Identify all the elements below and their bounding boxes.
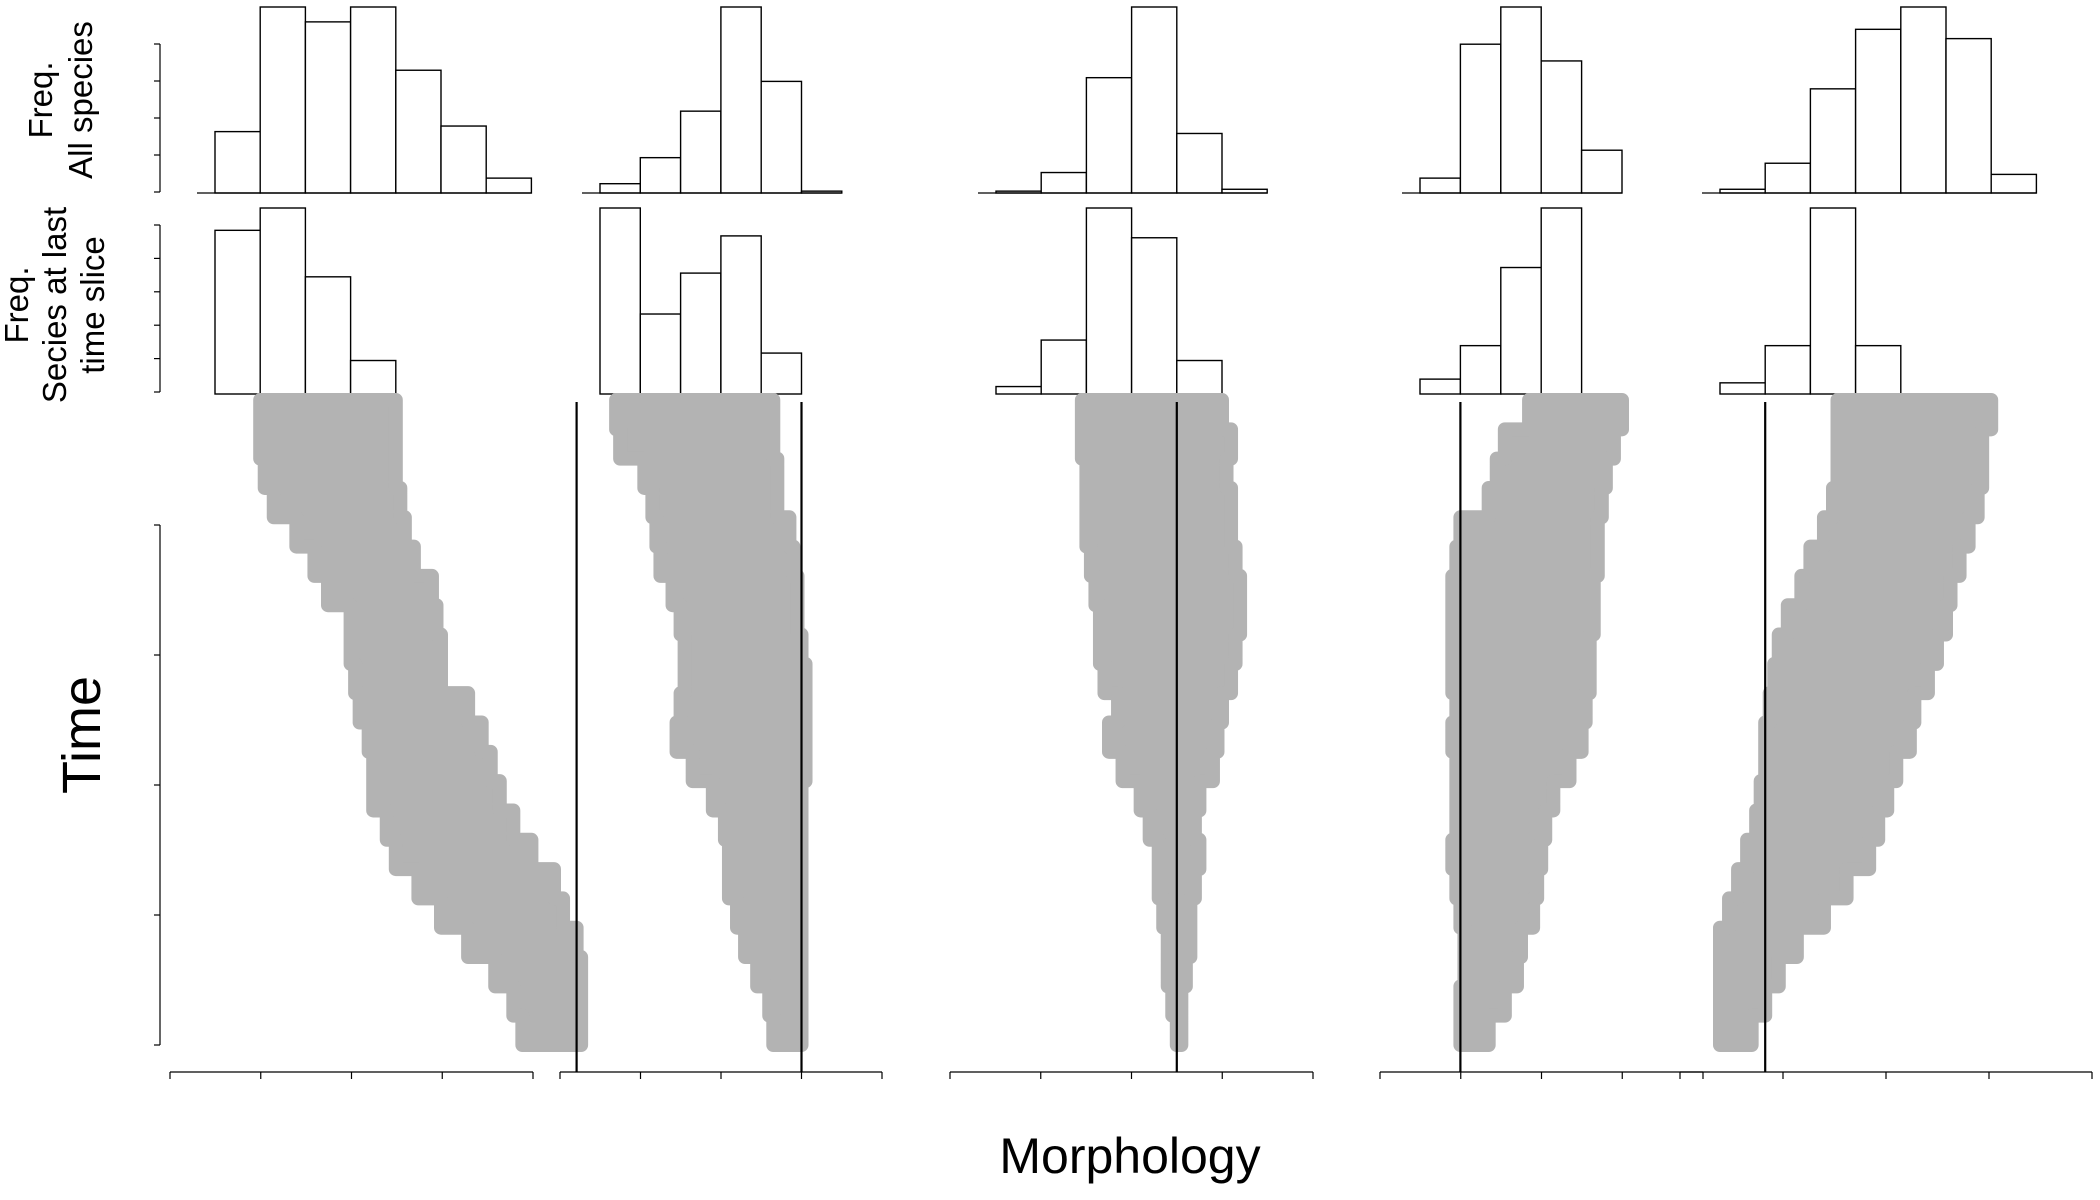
all-species-bar (639, 156, 682, 194)
row2-label-line2: Secies at last (36, 207, 73, 403)
panel-3 (949, 6, 1314, 1079)
all-species-bar (440, 125, 487, 194)
last-slice-bar (1809, 207, 1857, 395)
x-axis-label: Morphology (999, 1128, 1260, 1184)
row2-y-axis (154, 224, 161, 393)
panel-2 (559, 6, 883, 1079)
last-slice-bar (1040, 339, 1088, 395)
last-slice-bar (720, 235, 762, 395)
last-slice-bar (1764, 344, 1812, 395)
all-species-bar (1540, 60, 1583, 194)
row1-label-line2: All species (62, 21, 99, 179)
panel-1 (169, 6, 589, 1079)
panel-5 (1679, 6, 2093, 1079)
all-species-bar (1945, 37, 1992, 194)
row2-label-line1: Freq. (0, 266, 35, 343)
last-slice-bar (1719, 382, 1766, 395)
time-band (1713, 393, 1999, 1052)
time-band (1445, 393, 1629, 1052)
all-species-bar (1419, 177, 1462, 194)
last-slice-bar (679, 272, 722, 395)
last-slice-bar (995, 385, 1042, 395)
last-slice-bar (259, 207, 307, 395)
all-species-bar (1040, 171, 1088, 194)
all-species-bar (1130, 6, 1178, 194)
last-slice-bar (304, 276, 352, 395)
row2-label-line3: time slice (74, 236, 111, 374)
row1-y-axis (154, 43, 161, 193)
last-slice-bar (1854, 344, 1902, 395)
last-slice-bar (760, 352, 803, 395)
all-species-bar (395, 69, 442, 194)
last-slice-bar (1176, 359, 1223, 395)
all-species-bar (214, 130, 261, 194)
all-species-bar (304, 21, 352, 194)
all-species-bar (1764, 162, 1812, 194)
time-band (1074, 393, 1248, 1052)
last-slice-bar (1459, 344, 1502, 395)
last-slice-bar (1130, 237, 1178, 395)
time-band (609, 393, 813, 1052)
last-slice-bar (1540, 207, 1583, 395)
all-species-bar (1085, 76, 1133, 194)
last-slice-bar (349, 359, 397, 395)
y-axis-label: Time (52, 676, 112, 794)
all-species-bar (1900, 6, 1947, 194)
last-slice-bar (599, 207, 641, 395)
last-slice-bar (1085, 207, 1133, 395)
all-species-bar (485, 177, 533, 194)
row1-label-line1: Freq. (22, 61, 59, 138)
panels (154, 6, 2093, 1079)
panel-4 (1379, 6, 1704, 1079)
all-species-bar (1500, 6, 1542, 194)
all-species-bar (1459, 43, 1502, 194)
all-species-bar (679, 110, 722, 194)
time-y-axis (154, 524, 161, 1046)
last-slice-bar (639, 313, 682, 395)
all-species-bar (1809, 88, 1857, 194)
all-species-bar (349, 6, 397, 194)
all-species-bar (259, 6, 307, 194)
all-species-bar (599, 182, 641, 194)
all-species-bar (1854, 28, 1902, 194)
last-slice-bar (1500, 266, 1542, 395)
time-band (253, 393, 589, 1052)
all-species-bar (720, 6, 762, 194)
last-slice-bar (1419, 378, 1462, 395)
last-slice-bar (214, 229, 261, 395)
all-species-bar (1990, 173, 2038, 194)
all-species-bar (1176, 132, 1223, 194)
all-species-bar (760, 80, 803, 194)
all-species-bar (1580, 149, 1623, 194)
